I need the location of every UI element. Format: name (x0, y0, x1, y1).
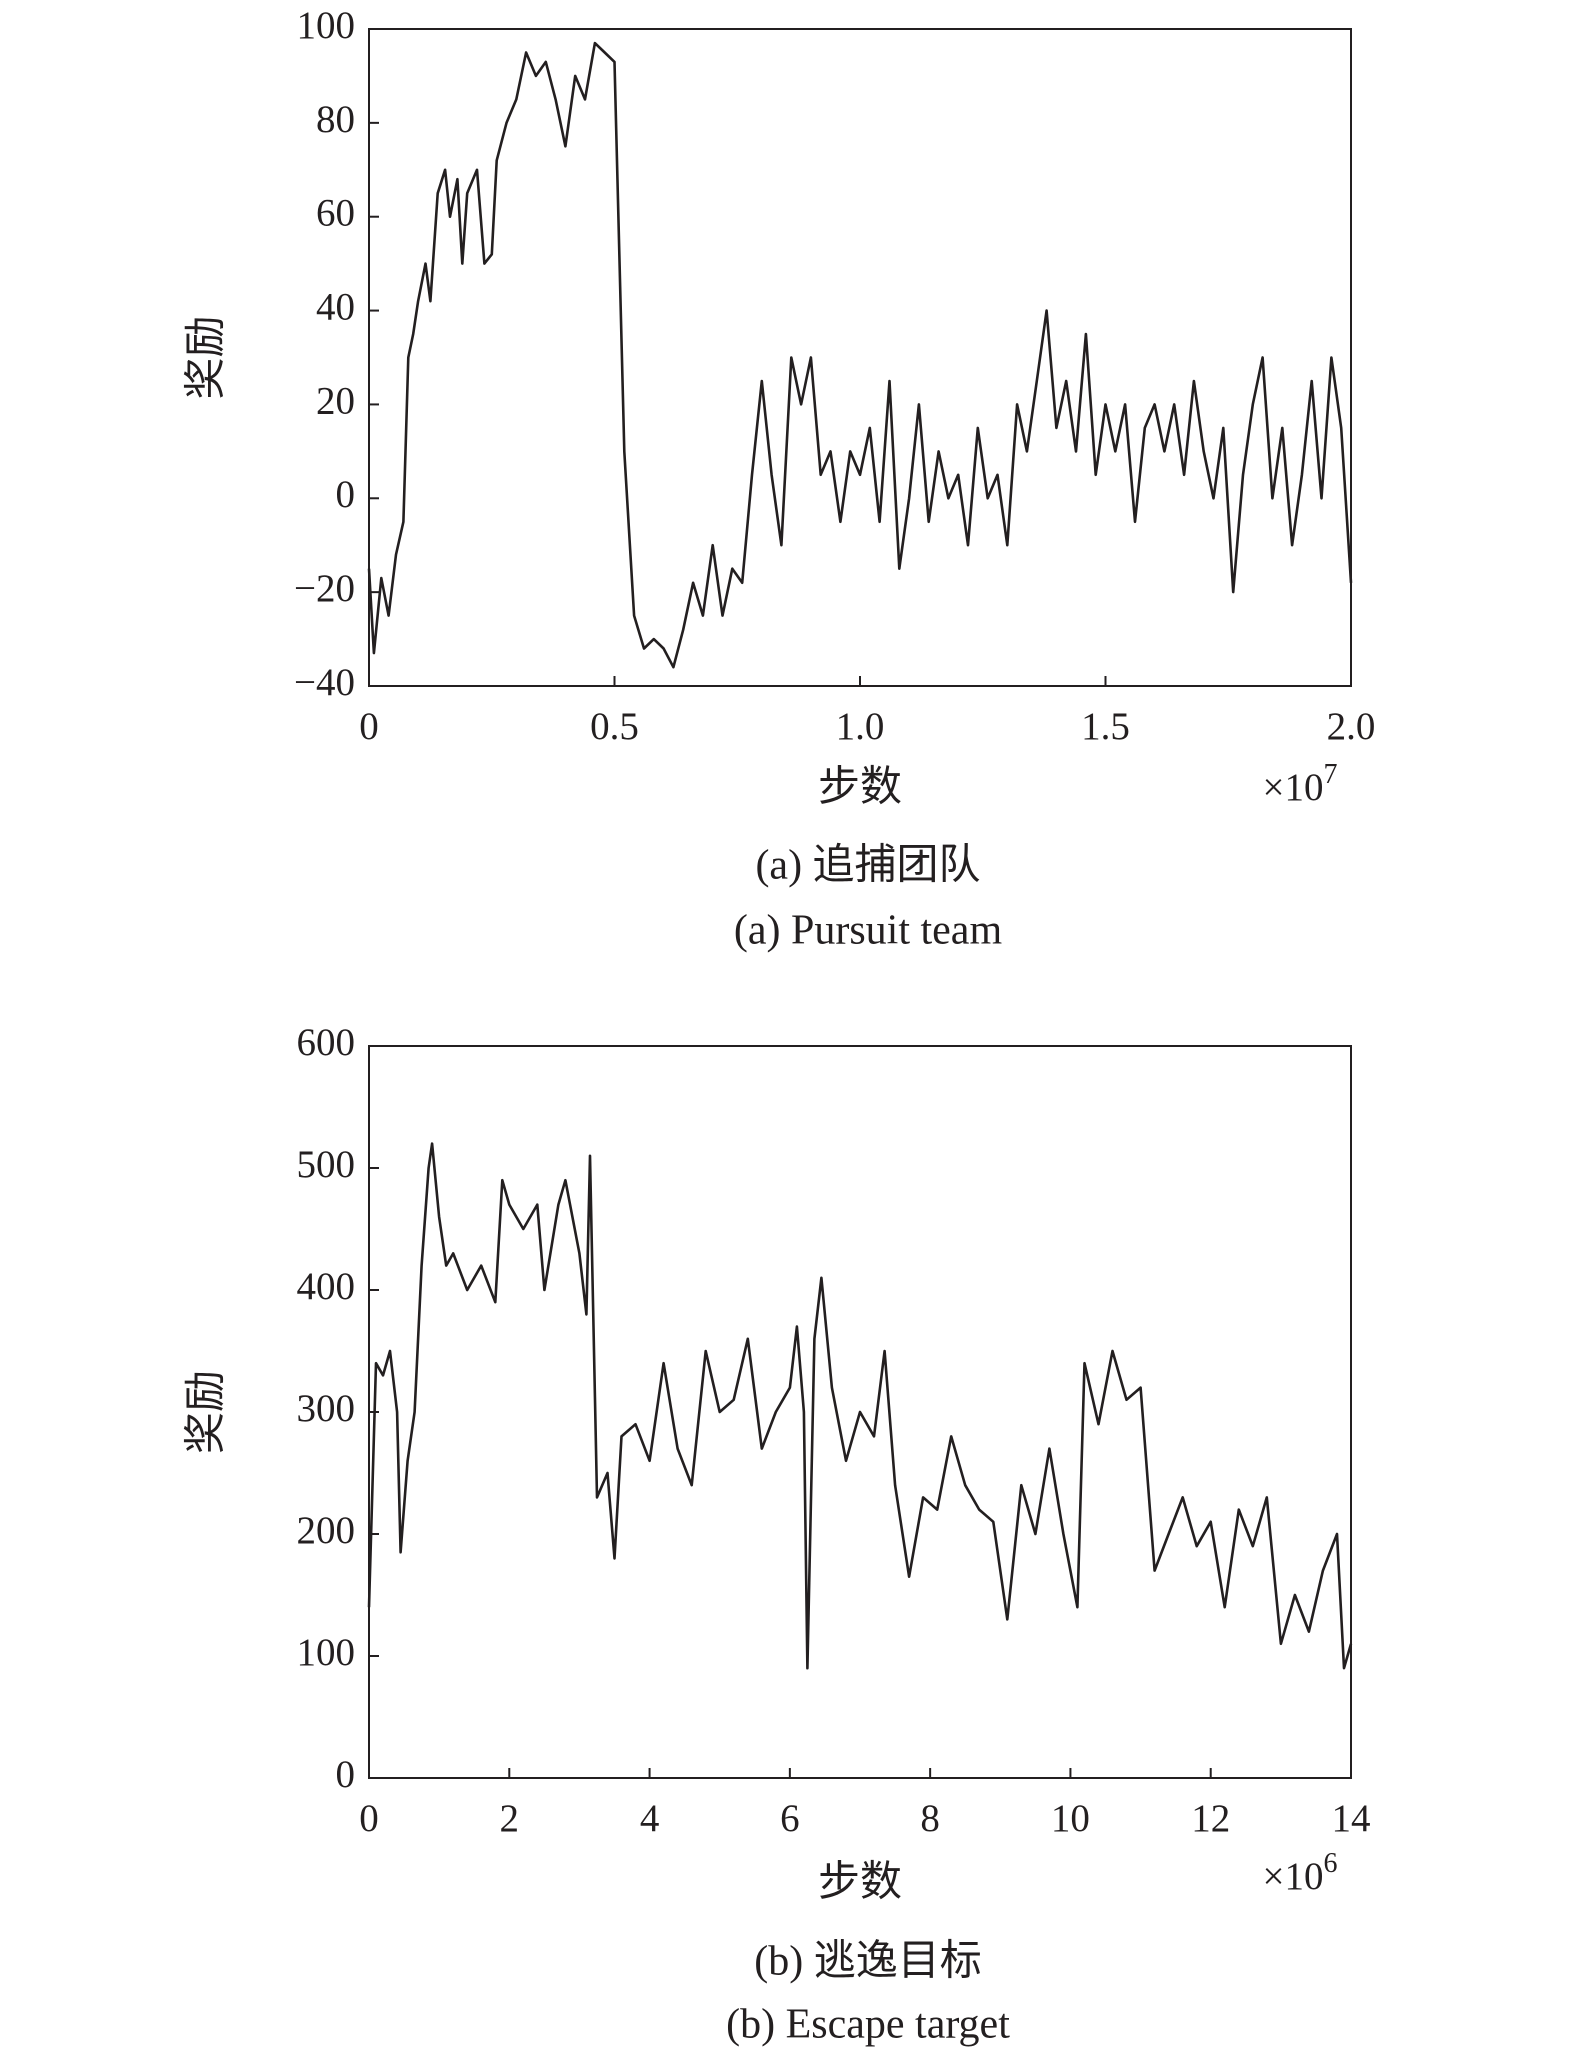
x-tick-label: 4 (640, 1797, 660, 1840)
y-tick-label: 100 (297, 1631, 356, 1674)
caption: (a) 追捕团队 (755, 843, 980, 889)
y-tick-label: 400 (297, 1265, 356, 1308)
caption-en: (b) Escape target (726, 2002, 1010, 2048)
x-multiplier-power: 7 (1324, 759, 1338, 790)
x-tick-label: 2 (500, 1797, 520, 1840)
caption: (b) 逃逸目标 (754, 1939, 981, 1985)
x-multiplier-text: ×10 (1263, 766, 1324, 809)
y-tick-label: 80 (316, 98, 355, 141)
data-line (367, 41, 1353, 669)
x-multiplier-text: ×10 (1263, 1855, 1324, 1898)
y-tick-label: 60 (316, 192, 355, 235)
y-axis-label: 奖励 (184, 315, 230, 399)
x-tick-label: 0.5 (590, 705, 639, 748)
caption-en: (a) Pursuit team (734, 908, 1003, 954)
x-axis-label: 步数 (818, 1860, 902, 1906)
y-tick-label: 40 (316, 286, 355, 329)
x-tick-label: 8 (920, 1797, 940, 1840)
plot-frame (368, 1045, 1352, 1779)
y-tick-label: 0 (336, 473, 356, 516)
x-tick-label: 0 (359, 1797, 379, 1840)
x-multiplier: ×106 (1263, 1848, 1338, 1898)
y-tick-label: 0 (336, 1753, 356, 1796)
x-tick-label: 1.0 (836, 705, 885, 748)
y-tick-label: −40 (294, 661, 355, 704)
y-tick-label: 20 (316, 379, 355, 422)
x-tick-label: 2.0 (1327, 705, 1376, 748)
y-tick-label: 200 (297, 1509, 356, 1552)
y-tick-label: 600 (297, 1021, 356, 1064)
x-tick-label: 6 (780, 1797, 800, 1840)
x-tick-label: 12 (1191, 1797, 1230, 1840)
x-tick-label: 1.5 (1081, 705, 1130, 748)
x-multiplier: ×107 (1263, 759, 1338, 809)
x-axis-label: 步数 (818, 765, 902, 811)
x-multiplier-power: 6 (1324, 1848, 1338, 1879)
y-tick-label: −20 (294, 567, 355, 610)
x-tick-label: 0 (359, 705, 379, 748)
y-tick-label: 500 (297, 1143, 356, 1186)
y-tick-label: 100 (297, 4, 356, 47)
y-axis-label: 奖励 (184, 1370, 230, 1454)
data-line (367, 1142, 1353, 1670)
plot-frame (368, 28, 1352, 687)
x-tick-label: 14 (1332, 1797, 1371, 1840)
x-tick-label: 10 (1051, 1797, 1090, 1840)
y-tick-label: 300 (297, 1387, 356, 1430)
